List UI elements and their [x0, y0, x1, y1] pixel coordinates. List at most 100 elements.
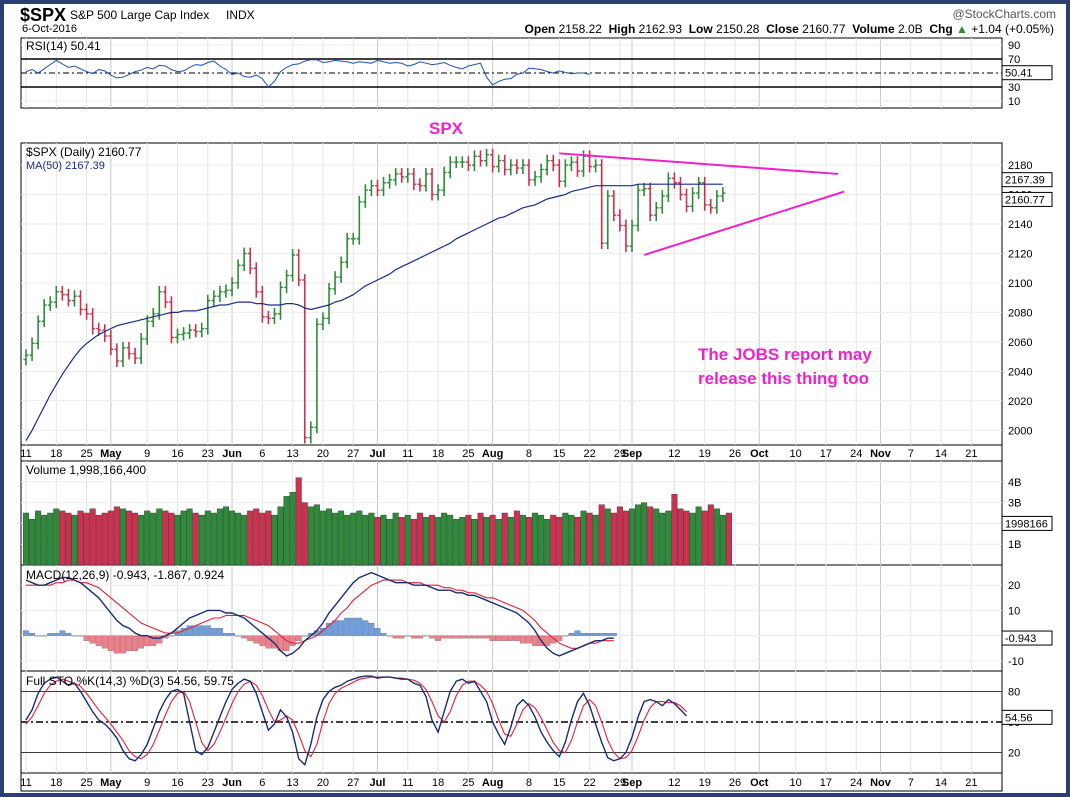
date-label-16: 16 — [171, 448, 183, 460]
macd-hist-bar — [229, 632, 235, 636]
volume-bar — [610, 512, 617, 566]
volume-bar — [689, 512, 696, 566]
volume-bar — [95, 514, 102, 566]
date-label-Jul: Jul — [370, 448, 386, 460]
macd-hist-bar — [386, 635, 393, 637]
volume-bar — [447, 514, 454, 566]
macd-hist-bar — [526, 635, 532, 644]
ma50-last-value: 2167.39 — [1005, 175, 1045, 187]
axis-tick-label: 80 — [1008, 686, 1020, 698]
volume-bar — [23, 512, 30, 566]
date-label-11: 11 — [20, 777, 31, 789]
volume-bar — [301, 502, 308, 566]
volume-bar — [319, 510, 326, 566]
volume-bar — [683, 510, 690, 566]
macd-hist-bar — [41, 635, 48, 637]
volume-bar — [35, 510, 42, 566]
volume-bar — [513, 510, 520, 566]
axis-tick-label: -10 — [1008, 656, 1024, 668]
macd-hist-bar — [568, 632, 575, 636]
volume-bar — [380, 514, 387, 566]
volume-bar — [501, 512, 508, 566]
date-label-22: 22 — [583, 448, 595, 460]
axis-tick-label: 2020 — [1008, 396, 1032, 408]
macd-hist-bar — [126, 635, 132, 651]
volume-bar — [586, 512, 593, 566]
date-label-18: 18 — [50, 777, 62, 789]
volume-bar — [277, 506, 284, 566]
volume-bar — [477, 512, 484, 566]
volume-bar — [247, 510, 254, 566]
date-label-7: 7 — [908, 448, 914, 460]
macd-hist-bar — [441, 635, 448, 639]
date-label-19: 19 — [699, 448, 711, 460]
macd-hist-bar — [138, 635, 145, 649]
macd-hist-bar — [156, 635, 163, 644]
macd-hist-bar — [319, 627, 326, 636]
volume-bar — [629, 508, 636, 566]
date-label-21: 21 — [965, 777, 977, 789]
volume-bar — [241, 514, 248, 566]
volume-bar — [368, 512, 375, 566]
ma50-label: MA(50) 2167.39 — [26, 160, 105, 172]
date-label-15: 15 — [553, 777, 565, 789]
panel-frame-macd — [20, 564, 1003, 672]
axis-tick-label: 2180 — [1008, 160, 1032, 172]
axis-tick-label: 90 — [1008, 40, 1020, 52]
macd-hist-bar — [423, 635, 429, 637]
axis-tick-label: 30 — [1008, 82, 1020, 94]
axis-tick-label: 70 — [1008, 54, 1020, 66]
axis-tick-label: 3B — [1008, 498, 1021, 510]
macd-hist-bar — [574, 630, 581, 636]
date-label-Nov: Nov — [870, 448, 892, 460]
date-label-17: 17 — [820, 448, 832, 460]
volume-bar — [398, 516, 405, 566]
macd-hist-bar — [223, 632, 229, 636]
macd-hist-bar — [198, 625, 205, 636]
macd-hist-bar — [59, 630, 66, 636]
date-label-26: 26 — [729, 777, 741, 789]
date-label-12: 12 — [668, 448, 680, 460]
macd-hist-bar — [259, 635, 266, 646]
date-label-13: 13 — [287, 448, 299, 460]
volume-bar — [307, 506, 314, 566]
macd-hist-bar — [132, 635, 139, 651]
volume-bar — [77, 510, 84, 566]
volume-bar — [356, 510, 363, 566]
date-label-25: 25 — [462, 777, 474, 789]
macd-hist-bar — [253, 635, 260, 644]
macd-hist-bar — [326, 622, 332, 636]
date-label-10: 10 — [789, 777, 801, 789]
panel-frame-price — [20, 142, 1003, 446]
date-label-14: 14 — [935, 448, 947, 460]
macd-hist-bar — [271, 635, 278, 649]
volume-bar — [604, 508, 611, 566]
volume-bar — [295, 477, 302, 566]
volume-bar — [641, 502, 648, 566]
volume-bar — [332, 512, 339, 566]
macd-hist-bar — [192, 625, 199, 636]
volume-bar — [144, 510, 151, 566]
macd-hist-bar — [580, 632, 587, 636]
rsi-title: RSI(14) 50.41 — [26, 39, 101, 53]
volume-bar — [126, 510, 133, 566]
volume-bar — [677, 508, 684, 566]
macd-hist-bar — [23, 630, 29, 636]
macd-hist-bar — [101, 635, 108, 649]
volume-bar — [265, 510, 272, 566]
date-label-11: 11 — [402, 777, 413, 789]
volume-last-value-box — [1001, 515, 1053, 531]
macd-hist-bar — [447, 635, 454, 639]
sto-d-line — [25, 676, 687, 760]
volume-bar — [235, 512, 242, 566]
macd-hist-bar — [344, 617, 351, 636]
date-label-Nov: Nov — [870, 777, 892, 789]
macd-hist-bar — [453, 635, 460, 639]
volume-bar — [616, 506, 623, 566]
macd-hist-bar — [204, 625, 211, 636]
axis-tick-label: 10 — [1008, 96, 1020, 108]
volume-bar — [29, 519, 36, 566]
macd-histogram — [23, 617, 617, 654]
macd-hist-bar — [168, 635, 175, 637]
